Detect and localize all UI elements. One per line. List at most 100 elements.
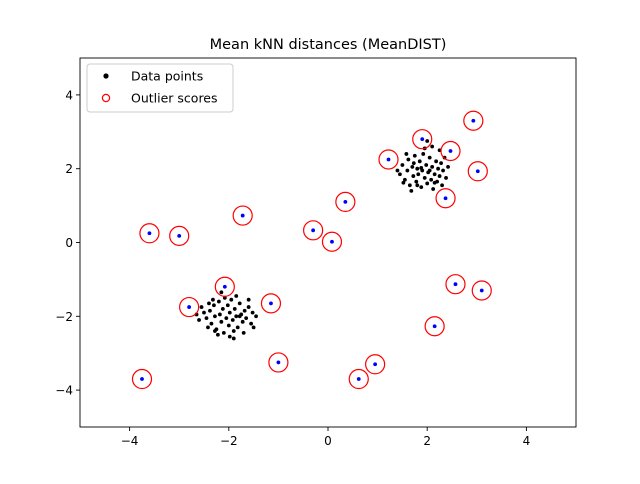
data-point-65 xyxy=(231,336,236,341)
data-point-16 xyxy=(386,157,391,162)
outlier-ring-21 xyxy=(435,188,456,209)
data-point-112 xyxy=(425,139,430,143)
data-point-35 xyxy=(225,303,230,308)
data-point-80 xyxy=(415,166,420,171)
data-point-9 xyxy=(311,228,316,233)
data-point-44 xyxy=(237,301,242,306)
data-point-18 xyxy=(448,149,453,153)
data-point-86 xyxy=(422,176,427,180)
data-point-21 xyxy=(443,196,448,201)
outlier-ring-18 xyxy=(440,140,461,162)
data-point-24 xyxy=(208,308,212,313)
data-point-92 xyxy=(430,164,435,169)
data-point-17 xyxy=(420,137,425,142)
data-point-31 xyxy=(219,319,224,324)
data-point-93 xyxy=(431,187,436,191)
outlier-ring-16 xyxy=(378,149,399,170)
data-point-76 xyxy=(410,164,415,169)
x-tick-label-3: 2 xyxy=(423,434,431,448)
data-point-49 xyxy=(246,305,251,309)
data-point-68 xyxy=(213,329,217,333)
data-point-53 xyxy=(199,305,204,309)
data-point-63 xyxy=(207,301,211,306)
data-point-77 xyxy=(411,174,416,178)
legend-box xyxy=(86,63,234,113)
outlier-ring-3 xyxy=(131,368,153,390)
x-tick-label-1: −2 xyxy=(220,434,238,448)
data-point-117 xyxy=(419,166,424,170)
data-point-34 xyxy=(224,316,229,321)
data-point-47 xyxy=(242,308,247,313)
data-point-20 xyxy=(475,169,480,174)
outlier-ring-20 xyxy=(467,161,488,182)
legend-marker-outlier-scores xyxy=(101,93,111,103)
data-point-110 xyxy=(401,180,406,185)
data-point-101 xyxy=(441,168,445,173)
data-point-104 xyxy=(404,152,409,156)
data-point-33 xyxy=(221,331,226,335)
x-tick-label-2: 0 xyxy=(324,434,332,448)
legend-label-data-points: Data points xyxy=(131,69,203,84)
outlier-ring-14 xyxy=(445,274,466,295)
data-point-29 xyxy=(216,299,221,304)
data-point-100 xyxy=(440,183,444,188)
y-tick-label-3: 2 xyxy=(65,162,73,176)
data-point-81 xyxy=(416,172,421,177)
data-point-27 xyxy=(213,314,217,319)
data-point-19 xyxy=(471,118,476,123)
data-point-59 xyxy=(234,294,239,298)
data-point-56 xyxy=(215,332,220,337)
data-point-55 xyxy=(211,297,215,302)
data-point-13 xyxy=(432,324,437,329)
legend: Data points Outlier scores xyxy=(86,63,234,113)
data-point-111 xyxy=(446,164,450,169)
legend-label-outlier-scores: Outlier scores xyxy=(131,91,218,106)
data-point-99 xyxy=(439,161,443,166)
outlier-ring-11 xyxy=(365,354,386,375)
outlier-ring-2 xyxy=(232,205,253,226)
data-point-51 xyxy=(250,310,255,315)
data-point-14 xyxy=(453,282,458,287)
data-point-87 xyxy=(424,163,429,167)
data-point-52 xyxy=(197,318,201,322)
data-point-4 xyxy=(276,360,281,365)
outlier-ring-4 xyxy=(268,352,289,373)
data-point-67 xyxy=(251,325,256,330)
outlier-ring-12 xyxy=(348,368,369,390)
data-point-95 xyxy=(434,159,439,164)
data-point-1 xyxy=(177,233,182,238)
y-tick-label-4: 4 xyxy=(65,88,73,102)
outlier-ring-0 xyxy=(139,223,160,244)
data-point-98 xyxy=(437,174,442,178)
data-point-2 xyxy=(240,213,245,218)
data-point-36 xyxy=(226,323,231,328)
data-point-8 xyxy=(343,200,348,204)
y-axis: −4 −2 0 2 4 xyxy=(55,88,80,398)
data-point-75 xyxy=(407,183,412,188)
y-tick-label-1: −2 xyxy=(55,310,73,324)
data-point-12 xyxy=(356,377,361,381)
data-point-41 xyxy=(232,307,237,311)
data-point-11 xyxy=(373,362,378,367)
outlier-ring-1 xyxy=(169,225,190,246)
data-point-79 xyxy=(414,179,419,184)
data-point-107 xyxy=(430,144,435,149)
data-point-50 xyxy=(249,321,254,326)
data-point-15 xyxy=(479,288,484,293)
x-tick-label-0: −4 xyxy=(121,434,139,448)
data-point-90 xyxy=(427,155,432,160)
data-point-26 xyxy=(212,303,216,308)
data-point-109 xyxy=(395,168,400,173)
plot-area xyxy=(80,58,576,427)
data-point-113 xyxy=(415,183,420,188)
data-point-66 xyxy=(246,297,251,302)
data-point-61 xyxy=(254,314,258,319)
data-point-5 xyxy=(269,301,273,306)
data-point-91 xyxy=(429,177,434,182)
data-point-43 xyxy=(235,325,240,330)
data-point-97 xyxy=(436,166,441,171)
outlier-ring-7 xyxy=(179,296,200,318)
outlier-ring-15 xyxy=(471,280,492,301)
x-axis: −4 −2 0 2 4 xyxy=(121,427,530,448)
